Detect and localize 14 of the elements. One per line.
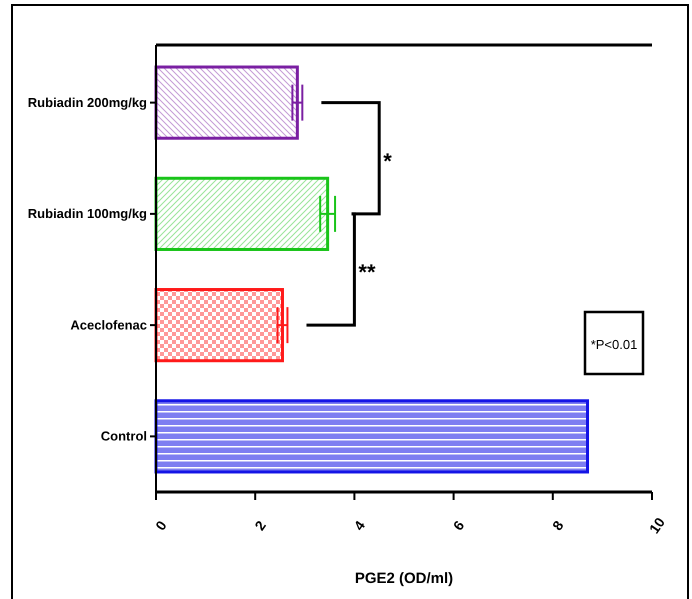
y-tick-label: Aceclofenac: [70, 317, 147, 332]
x-axis-title: PGE2 (OD/ml): [354, 570, 454, 587]
y-tick-label: Rubiadin 100mg/kg: [28, 206, 148, 222]
x-tick-label: 6: [450, 517, 468, 534]
x-tick-label: 2: [251, 517, 270, 534]
annotation: **: [358, 260, 376, 284]
x-tick-label: 4: [350, 517, 368, 534]
x-tick-label: 8: [548, 517, 567, 534]
y-tick-label: Control: [100, 428, 147, 444]
annotation: *P<0.01: [590, 337, 638, 352]
annotation: *: [383, 148, 392, 174]
x-tick-label: 10: [646, 514, 668, 536]
x-tick-label: 0: [152, 517, 170, 534]
y-tick-label: Rubiadin 200mg/kg: [28, 94, 148, 110]
